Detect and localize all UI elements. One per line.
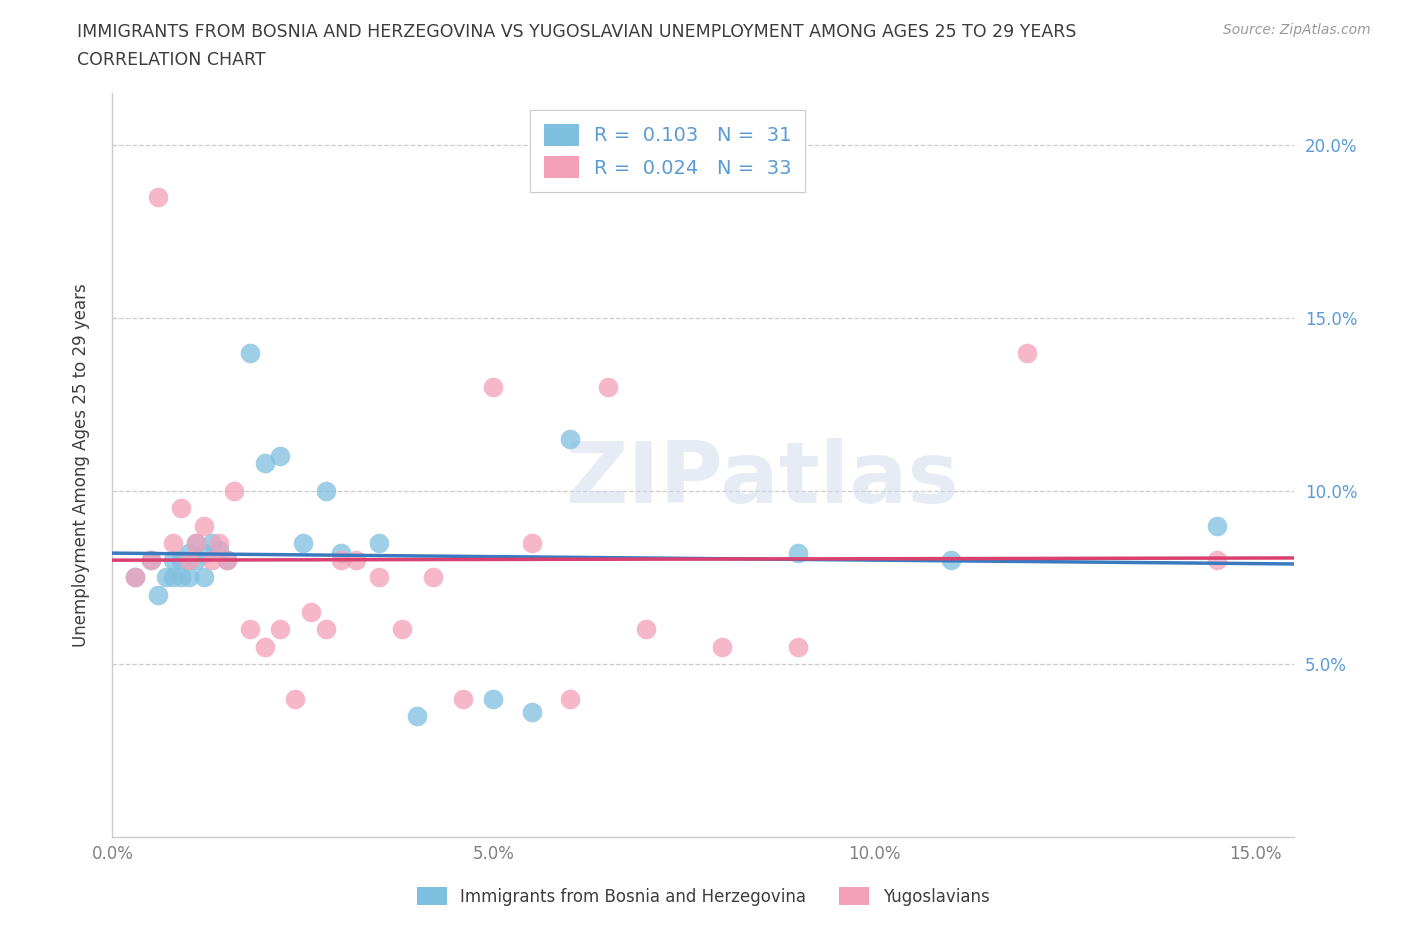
Point bbox=[186, 552, 208, 567]
Point bbox=[224, 484, 246, 498]
Point bbox=[1206, 552, 1229, 567]
Point bbox=[253, 456, 276, 471]
Text: ZIPatlas: ZIPatlas bbox=[565, 438, 959, 522]
Point bbox=[344, 552, 367, 567]
Point bbox=[520, 705, 543, 720]
Point bbox=[186, 536, 208, 551]
Point bbox=[368, 570, 391, 585]
Point bbox=[269, 449, 291, 464]
Point bbox=[558, 432, 581, 446]
Point bbox=[634, 622, 657, 637]
Point bbox=[162, 552, 184, 567]
Point bbox=[520, 536, 543, 551]
Point bbox=[124, 570, 146, 585]
Point bbox=[291, 536, 314, 551]
Point bbox=[148, 190, 170, 205]
Point bbox=[208, 536, 231, 551]
Legend: R =  0.103   N =  31, R =  0.024   N =  33: R = 0.103 N = 31, R = 0.024 N = 33 bbox=[530, 110, 806, 192]
Point bbox=[939, 552, 962, 567]
Point bbox=[193, 518, 215, 533]
Point bbox=[215, 552, 238, 567]
Point bbox=[284, 691, 307, 706]
Point bbox=[162, 536, 184, 551]
Point bbox=[170, 501, 193, 516]
Point bbox=[1015, 345, 1038, 360]
Point bbox=[315, 622, 337, 637]
Point bbox=[239, 345, 262, 360]
Point bbox=[368, 536, 391, 551]
Point bbox=[177, 552, 200, 567]
Point bbox=[1206, 518, 1229, 533]
Point bbox=[269, 622, 291, 637]
Point bbox=[170, 570, 193, 585]
Point bbox=[200, 552, 222, 567]
Point bbox=[711, 639, 734, 654]
Point bbox=[315, 484, 337, 498]
Point bbox=[482, 691, 505, 706]
Point bbox=[139, 552, 162, 567]
Point bbox=[253, 639, 276, 654]
Point bbox=[406, 709, 429, 724]
Point bbox=[596, 379, 619, 394]
Point bbox=[162, 570, 184, 585]
Point bbox=[193, 546, 215, 561]
Point bbox=[208, 542, 231, 557]
Point bbox=[177, 546, 200, 561]
Text: IMMIGRANTS FROM BOSNIA AND HERZEGOVINA VS YUGOSLAVIAN UNEMPLOYMENT AMONG AGES 25: IMMIGRANTS FROM BOSNIA AND HERZEGOVINA V… bbox=[77, 23, 1077, 41]
Point bbox=[177, 570, 200, 585]
Point bbox=[124, 570, 146, 585]
Text: Source: ZipAtlas.com: Source: ZipAtlas.com bbox=[1223, 23, 1371, 37]
Point bbox=[299, 604, 322, 619]
Point bbox=[170, 552, 193, 567]
Point bbox=[215, 552, 238, 567]
Point bbox=[239, 622, 262, 637]
Point bbox=[451, 691, 474, 706]
Point bbox=[391, 622, 413, 637]
Point bbox=[148, 588, 170, 603]
Point bbox=[186, 536, 208, 551]
Legend: Immigrants from Bosnia and Herzegovina, Yugoslavians: Immigrants from Bosnia and Herzegovina, … bbox=[411, 881, 995, 912]
Point bbox=[787, 639, 810, 654]
Point bbox=[558, 691, 581, 706]
Point bbox=[787, 546, 810, 561]
Text: CORRELATION CHART: CORRELATION CHART bbox=[77, 51, 266, 69]
Point bbox=[482, 379, 505, 394]
Point bbox=[422, 570, 444, 585]
Point bbox=[200, 536, 222, 551]
Point bbox=[330, 552, 353, 567]
Y-axis label: Unemployment Among Ages 25 to 29 years: Unemployment Among Ages 25 to 29 years bbox=[72, 283, 90, 647]
Point bbox=[193, 570, 215, 585]
Point bbox=[330, 546, 353, 561]
Point bbox=[139, 552, 162, 567]
Point bbox=[155, 570, 177, 585]
